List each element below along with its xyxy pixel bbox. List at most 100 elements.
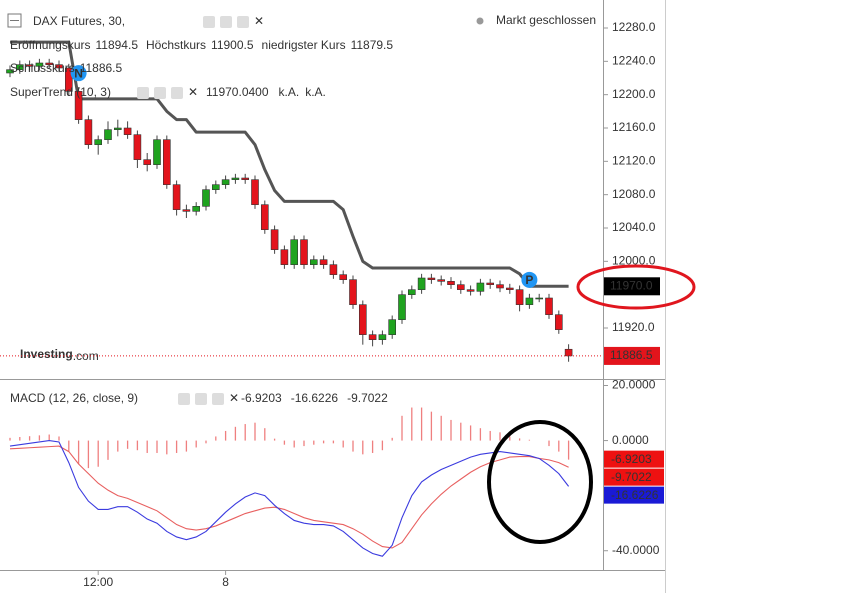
candle-body [349, 279, 357, 305]
ohlc-label: niedrigster Kurs [262, 38, 346, 52]
y-tick-label: 12040.0 [612, 220, 656, 234]
settings-icon[interactable] [178, 393, 190, 405]
candle-body [456, 284, 465, 290]
settings-icon[interactable] [212, 393, 224, 405]
candle-body [84, 119, 93, 145]
layers: 12280.0 12240.0 12200.0 12160.0 12120.0 12080… [0, 13, 664, 589]
signal-line [9, 445, 569, 549]
candle-body [270, 229, 279, 250]
candle-body [15, 64, 24, 70]
candle-body [535, 297, 544, 300]
value-tag [604, 468, 664, 486]
candle-body [554, 314, 563, 330]
settings-icon[interactable] [237, 16, 249, 28]
indicator-value: 11970.0400 [206, 85, 269, 99]
status-dot [476, 17, 484, 25]
candle-body [123, 127, 132, 135]
candle-body [35, 62, 44, 67]
close-icon: ✕ [229, 391, 239, 405]
candle-body [280, 249, 289, 265]
indicator-value: k.A. [279, 85, 300, 99]
candle-body [163, 139, 171, 185]
settings-icon[interactable] [154, 87, 166, 99]
candle-body [143, 159, 151, 165]
supertrend-tag [604, 277, 660, 296]
event-marker-label: N [74, 66, 83, 80]
candle-body [202, 189, 210, 207]
annotation-ellipse [576, 264, 696, 310]
y-tick-label: 12160.0 [612, 120, 656, 134]
collapse-icon[interactable] [7, 13, 22, 28]
candle-body [476, 282, 485, 292]
indicator-value: -6.9203 [241, 391, 282, 405]
candle-body [368, 334, 377, 340]
candle-body [65, 67, 73, 92]
candle-body [231, 177, 240, 180]
value-tag-label: -9.7022 [611, 470, 652, 484]
close-price-tag [604, 346, 660, 365]
candle-body [505, 287, 514, 290]
candle-body [55, 64, 63, 69]
settings-icon[interactable] [195, 393, 207, 405]
value-tag [604, 486, 664, 504]
x-tick-label: 12:00 [83, 575, 113, 589]
candle-body [545, 297, 553, 315]
indicator-name: SuperTrend (10, 3) [10, 85, 111, 99]
candle-body [241, 177, 249, 180]
annotation-ellipse [487, 420, 593, 544]
watermark: Investing [20, 347, 73, 361]
close-icon: ✕ [188, 85, 198, 99]
settings-icon[interactable] [171, 87, 183, 99]
indicator-value: -9.7022 [347, 391, 388, 405]
candle-body [153, 139, 161, 165]
ohlc-label: Schlusskurs [10, 61, 75, 75]
event-marker[interactable] [521, 271, 538, 288]
candle-body [212, 184, 220, 190]
indicator-value: -16.6226 [291, 391, 339, 405]
candle-body [486, 282, 495, 285]
candle-body [221, 179, 230, 185]
y-tick-label: 12000.0 [612, 254, 656, 268]
candle-body [6, 69, 14, 74]
candle-body [182, 209, 191, 212]
candle-body [525, 297, 534, 305]
close-icon: ✕ [254, 14, 264, 28]
ohlc-value: 11900.5 [211, 38, 254, 52]
candle-body [427, 277, 436, 280]
x-tick-label: 8 [222, 575, 229, 589]
candle-body [260, 204, 269, 230]
settings-icon[interactable] [203, 16, 215, 28]
y-tick-label: 0.0000 [612, 433, 649, 447]
candle-body [300, 239, 308, 265]
supertrend-line [10, 40, 569, 288]
candle-body [515, 289, 524, 305]
status-label: Markt geschlossen [496, 13, 596, 27]
y-tick-label: 12080.0 [612, 187, 656, 201]
candle-body [192, 206, 200, 212]
candle-body [319, 259, 328, 265]
candle-body [339, 274, 348, 280]
candle-body [564, 348, 573, 357]
candle-body [104, 129, 112, 140]
candle-body [417, 277, 426, 290]
settings-icon[interactable] [220, 16, 232, 28]
close-price-tag-label: 11886.5 [610, 348, 653, 362]
candle-body [358, 304, 367, 335]
y-tick-label: 20.0000 [612, 378, 656, 392]
ohlc-value: 11894.5 [96, 38, 139, 52]
y-tick-label: -40.0000 [612, 543, 660, 557]
ohlc-label: Höchstkurs [146, 38, 206, 52]
event-marker[interactable] [70, 65, 87, 82]
candle-body [309, 259, 318, 265]
candle-body [447, 281, 455, 285]
candle-body [437, 279, 446, 282]
supertrend-tag-label: 11970.0 [610, 278, 653, 292]
macd-line [9, 440, 570, 557]
candle-body [388, 319, 397, 335]
candle-body [496, 284, 504, 289]
settings-icon[interactable] [137, 87, 149, 99]
candle-body [25, 64, 34, 67]
candle-body [398, 294, 406, 320]
